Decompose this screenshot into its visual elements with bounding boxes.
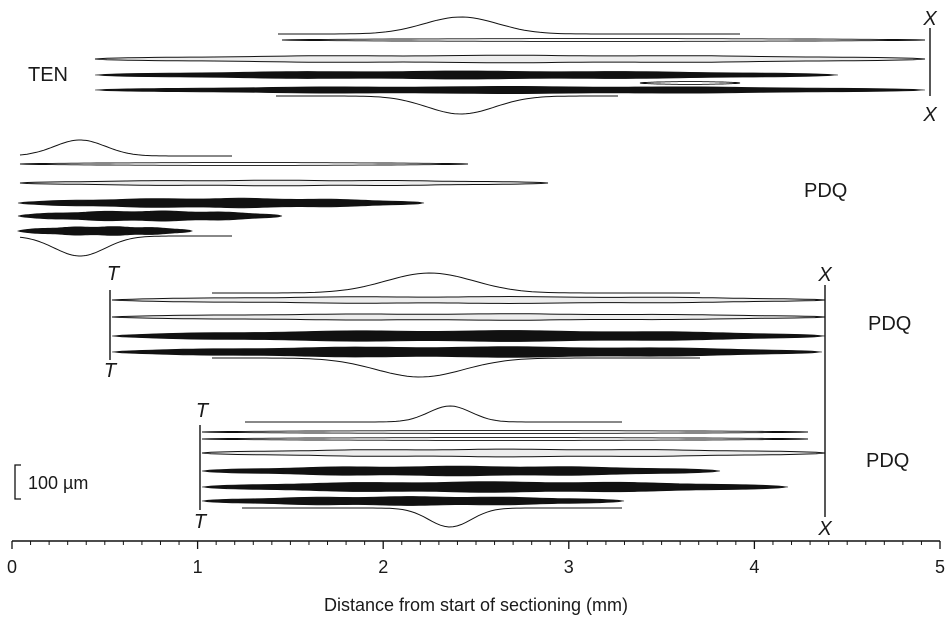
end-mark-x-4: X [817, 518, 832, 540]
scale-bar-label: 100 µm [28, 473, 88, 493]
end-mark-x-3: X [817, 264, 832, 286]
dark-fibre-18 [111, 346, 823, 358]
end-marks-layer: X X X X T T T T [104, 8, 937, 540]
spindle-profile-19 [212, 357, 700, 378]
spindle-profile-6 [276, 95, 618, 115]
spindle-profile-27 [242, 507, 622, 528]
dark-fibre-24 [201, 465, 721, 477]
x-axis-tick-label-4: 4 [749, 557, 759, 577]
end-mark-x-1b: X [922, 104, 937, 126]
x-axis-title: Distance from start of sectioning (mm) [324, 595, 628, 615]
dark-fibre-26 [201, 496, 625, 506]
x-axis-tick-label-3: 3 [564, 557, 574, 577]
end-mark-t-4b: T [194, 511, 208, 533]
thin-fibre-4 [639, 81, 741, 85]
spindle-profile-20 [245, 405, 622, 423]
end-mark-t-3b: T [104, 360, 118, 382]
group-label-ten: TEN [28, 64, 68, 86]
thin-fibre-1 [281, 38, 926, 42]
dark-fibre-12 [16, 226, 193, 236]
light-fibre-9 [19, 179, 549, 187]
end-mark-t-3a: T [107, 263, 121, 285]
spindle-profile-7 [19, 139, 232, 157]
spindle-profile-13 [19, 235, 232, 257]
x-axis-tick-label-5: 5 [935, 557, 945, 577]
dark-fibre-3 [94, 70, 839, 80]
thin-fibre-22 [201, 437, 809, 441]
x-axis: 0 1 2 3 4 5 [7, 540, 945, 577]
group-label-pdq-1: PDQ [804, 180, 847, 202]
end-mark-t-4a: T [196, 400, 210, 422]
scale-bar-bracket [14, 464, 21, 500]
group-label-pdq-3: PDQ [866, 450, 909, 472]
group-label-pdq-2: PDQ [868, 313, 911, 335]
x-axis-tick-label-1: 1 [193, 557, 203, 577]
dark-fibre-10 [17, 197, 425, 209]
light-fibre-23 [201, 448, 826, 458]
spindle-profile-0 [278, 16, 740, 35]
dark-fibre-5 [94, 86, 926, 94]
thin-fibre-8 [19, 162, 469, 166]
dark-fibre-11 [17, 210, 283, 222]
light-fibre-2 [94, 54, 926, 64]
x-axis-tick-label-0: 0 [7, 557, 17, 577]
dark-fibre-17 [111, 330, 826, 342]
x-axis-tick-label-2: 2 [378, 557, 388, 577]
dark-fibre-25 [201, 481, 789, 493]
spindle-profile-14 [212, 272, 700, 294]
light-fibre-15 [111, 295, 826, 305]
fibres-layer [16, 16, 926, 528]
thin-fibre-21 [201, 430, 809, 434]
light-fibre-16 [111, 313, 826, 321]
end-mark-x-1a: X [922, 8, 937, 30]
